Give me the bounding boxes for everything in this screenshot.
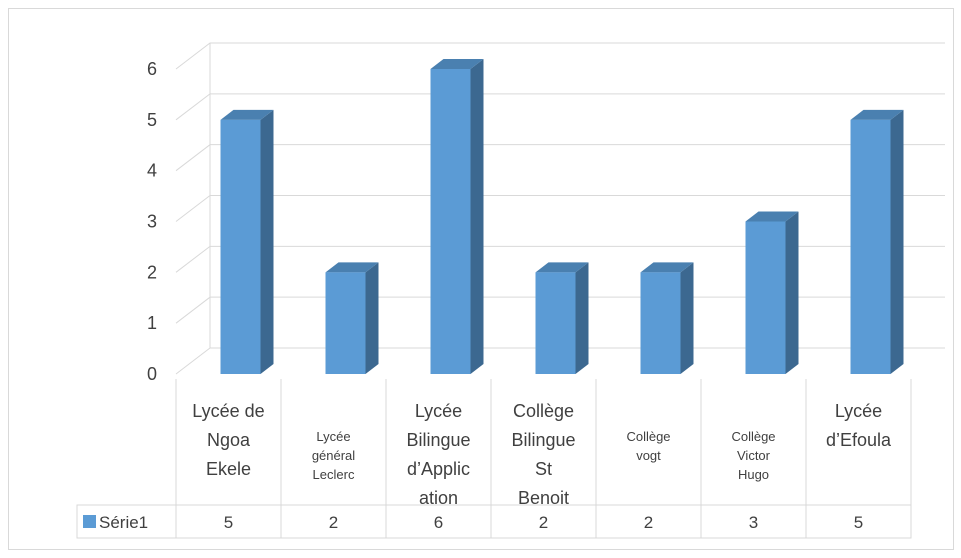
data-table-value: 5 (854, 513, 863, 532)
bars (220, 59, 904, 374)
data-table-value: 2 (644, 513, 653, 532)
bar (325, 262, 379, 374)
y-tick-label: 1 (147, 313, 157, 333)
bar-side (890, 109, 904, 374)
data-table-value: 5 (224, 513, 233, 532)
bar-top (220, 109, 274, 120)
y-tick-label: 5 (147, 110, 157, 130)
bar (640, 262, 694, 374)
category-label: Lycée général Leclerc (312, 429, 355, 482)
bar-chart: 0 1 2 3 4 5 6 Lycée de Ngoa Ekele Lycée général Lec… (76, 42, 945, 539)
legend-key (83, 515, 96, 528)
bar-front (535, 272, 576, 374)
bar-side (575, 262, 589, 374)
data-table: Série1 5 2 6 2 2 3 5 (76, 504, 912, 539)
data-table-border (76, 504, 912, 539)
y-axis: 0 1 2 3 4 5 6 (147, 59, 157, 384)
data-table-value: 2 (329, 513, 338, 532)
y-tick-label: 0 (147, 364, 157, 384)
bar-top (535, 262, 589, 273)
bar-front (430, 69, 471, 374)
bar (745, 211, 799, 374)
category-labels: Lycée de Ngoa Ekele Lycée général Leclerc Lycé… (175, 379, 912, 508)
bar-top (430, 59, 484, 69)
y-tick-label: 4 (147, 161, 157, 181)
bar-side (260, 109, 274, 374)
gridline (175, 195, 945, 222)
bar-front (850, 119, 891, 374)
bar-side (785, 211, 799, 374)
gridline (175, 144, 945, 172)
data-table-value: 6 (434, 513, 443, 532)
category-label: Collège vogt (626, 429, 670, 463)
series-name: Série1 (99, 513, 148, 532)
bar-top (745, 211, 799, 222)
bar-front (745, 221, 786, 374)
category-label: Lycée d’Efoula (826, 401, 892, 450)
bar-side (680, 262, 694, 374)
bar (220, 109, 274, 374)
bar-front (640, 272, 681, 374)
y-tick-label: 3 (147, 212, 157, 232)
gridline (175, 93, 945, 121)
gridlines (175, 42, 945, 375)
category-label: Collège Victor Hugo (731, 429, 775, 482)
bar-side (365, 262, 379, 374)
y-tick-label: 2 (147, 262, 157, 282)
gridline (175, 42, 945, 70)
y-tick-label: 6 (147, 59, 157, 79)
bar-front (325, 272, 366, 374)
bar-top (640, 262, 694, 273)
bar-top (850, 109, 904, 120)
bar (535, 262, 589, 374)
bar (850, 109, 904, 374)
bar-top (325, 262, 379, 273)
bar-side (470, 59, 484, 374)
data-table-value: 2 (539, 513, 548, 532)
bar-front (220, 119, 261, 374)
data-table-value: 3 (749, 513, 758, 532)
category-label: Lycée Bilingue d’Applic ation (406, 401, 470, 508)
chart-frame: 0 1 2 3 4 5 6 Lycée de Ngoa Ekele Lycée général Lec… (8, 8, 954, 550)
bar (430, 59, 484, 374)
category-label: Collège Bilingue St Benoit (511, 401, 575, 508)
category-label: Lycée de Ngoa Ekele (192, 401, 264, 479)
